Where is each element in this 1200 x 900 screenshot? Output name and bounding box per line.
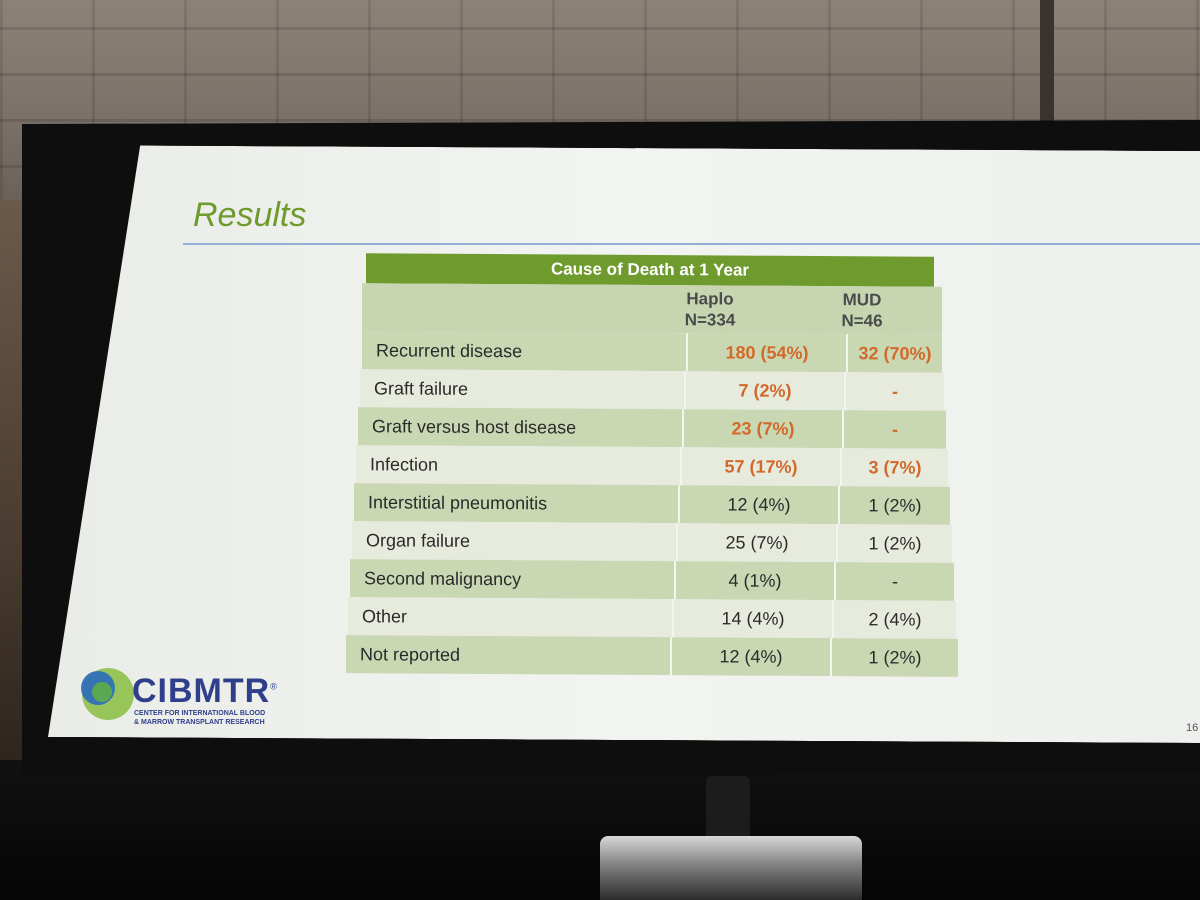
column-header-haplo: Haplo N=334	[638, 285, 782, 334]
results-table: Cause of Death at 1 Year Haplo N=334 MUD…	[332, 253, 968, 677]
mud-value: -	[892, 381, 898, 402]
row-label: Interstitial pneumonitis	[354, 483, 680, 524]
haplo-value: 7 (2%)	[686, 371, 846, 411]
title-rule	[183, 243, 1200, 245]
haplo-value: 25 (7%)	[678, 523, 838, 563]
mud-value: 1 (2%)	[868, 647, 922, 668]
ceiling-pillar	[1040, 0, 1054, 130]
haplo-value: 12 (4%)	[680, 485, 840, 525]
logo-registered-mark: ®	[270, 681, 278, 692]
logo-subtitle-line: & MARROW TRANSPLANT RESEARCH	[134, 719, 265, 726]
header-spacer	[362, 283, 638, 333]
row-label: Other	[348, 597, 674, 638]
table-row: Interstitial pneumonitis 12 (4%) 1 (2%)	[354, 483, 950, 525]
table-row: Graft failure 7 (2%) -	[360, 369, 944, 411]
haplo-value: 57 (17%)	[682, 447, 842, 487]
logo-wordmark: CIBMTR®	[132, 672, 278, 711]
logo-subtitle: CENTER FOR INTERNATIONAL BLOOD & MARROW …	[134, 709, 294, 727]
table-row: Other 14 (4%) 2 (4%)	[348, 597, 956, 639]
column-n: N=334	[684, 310, 736, 330]
mud-value: 1 (2%)	[868, 533, 922, 554]
row-label: Graft versus host disease	[358, 407, 684, 448]
row-label: Recurrent disease	[362, 331, 688, 372]
table-row: Graft versus host disease 23 (7%) -	[358, 407, 946, 449]
table-body: Recurrent disease 180 (54%) 32 (70%) Graft …	[332, 331, 968, 677]
mud-value: -	[892, 419, 898, 440]
cibmtr-logo-mark	[81, 668, 134, 720]
column-name: MUD	[842, 290, 882, 310]
logo-subtitle-line: CENTER FOR INTERNATIONAL BLOOD	[134, 710, 266, 717]
table-row: Organ failure 25 (7%) 1 (2%)	[352, 521, 952, 563]
logo-name: CIBMTR	[132, 672, 271, 710]
table-row: Second malignancy 4 (1%) -	[350, 559, 954, 601]
haplo-value: 12 (4%)	[672, 637, 832, 677]
table-row: Not reported 12 (4%) 1 (2%)	[346, 635, 958, 677]
table-caption: Cause of Death at 1 Year	[366, 253, 934, 287]
table-row: Recurrent disease 180 (54%) 32 (70%)	[362, 331, 942, 373]
row-label: Graft failure	[360, 369, 686, 410]
projector	[600, 836, 862, 900]
page-number: 16	[1186, 722, 1199, 734]
table-row: Infection 57 (17%) 3 (7%)	[356, 445, 948, 487]
projector-mount	[706, 776, 750, 842]
slide-title: Results	[193, 196, 307, 234]
haplo-value: 180 (54%)	[688, 333, 848, 373]
haplo-value: 23 (7%)	[684, 409, 844, 449]
table-column-headers: Haplo N=334 MUD N=46	[362, 283, 942, 335]
row-label: Second malignancy	[350, 559, 676, 600]
mud-value: -	[892, 571, 898, 592]
column-n: N=46	[841, 311, 883, 331]
column-name: Haplo	[686, 289, 734, 309]
row-label: Not reported	[346, 635, 672, 676]
row-label: Organ failure	[352, 521, 678, 562]
mud-value: 1 (2%)	[868, 495, 922, 516]
mud-value: 32 (70%)	[858, 343, 932, 364]
mud-value: 3 (7%)	[868, 457, 922, 478]
column-header-mud: MUD N=46	[782, 286, 942, 335]
haplo-value: 14 (4%)	[674, 599, 834, 639]
haplo-value: 4 (1%)	[676, 561, 836, 601]
mud-value: 2 (4%)	[868, 609, 922, 630]
row-label: Infection	[356, 445, 682, 486]
